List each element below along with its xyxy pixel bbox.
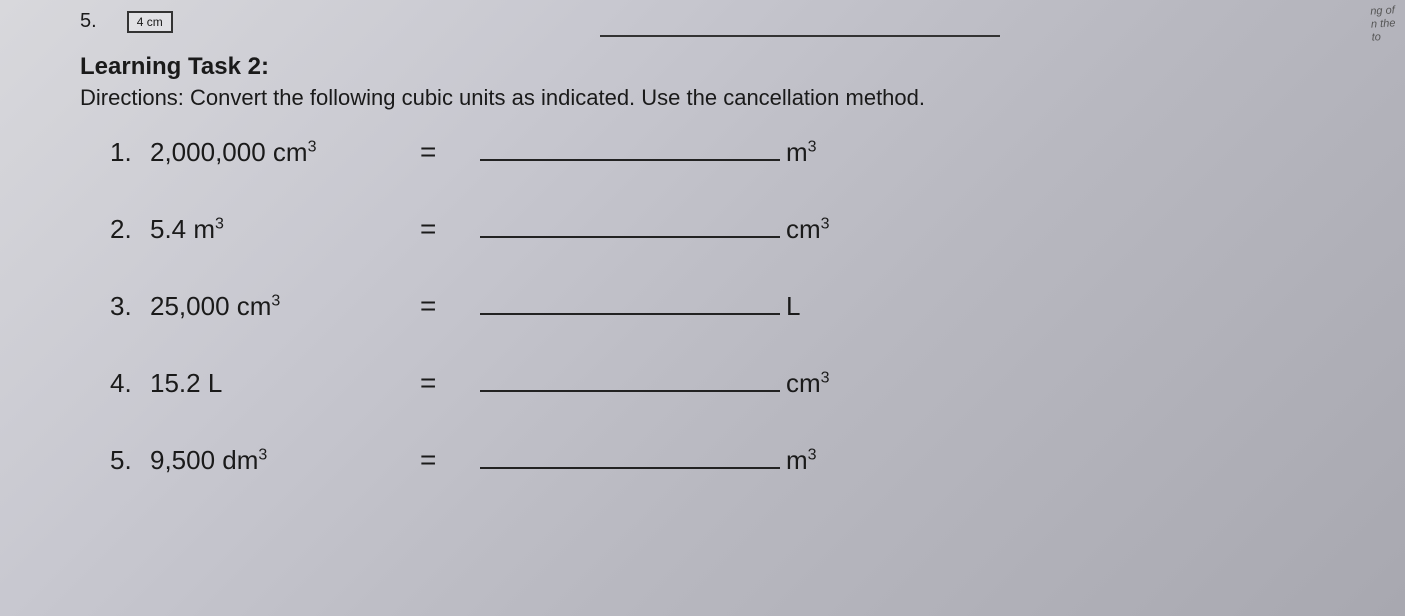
answer-blank[interactable] [480,445,780,469]
target-unit: cm3 [786,368,830,399]
task-title: Learning Task 2: [80,53,1365,81]
problem-value: 15.2 L [150,368,420,399]
problem-value: 2,000,000 cm3 [150,137,420,168]
problem-row: 2.5.4 m3= cm3 [110,213,1365,245]
problem-row: 1.2,000,000 cm3= m3 [110,136,1365,168]
answer-blank[interactable] [480,368,780,392]
answer-blank[interactable] [480,291,780,315]
target-unit: m3 [786,445,817,476]
problem-number: 1. [110,137,150,168]
measurement-box: 4 cm [127,11,173,33]
target-unit: L [786,291,800,322]
equals-sign: = [420,136,480,168]
target-unit: cm3 [786,214,830,245]
problem-value: 9,500 dm3 [150,445,420,476]
top-blank-line [600,35,1000,37]
problem-number: 2. [110,214,150,245]
problem-row: 4.15.2 L= cm3 [110,367,1365,399]
answer-blank[interactable] [480,214,780,238]
prev-item-number: 5. [80,10,97,33]
problem-list: 1.2,000,000 cm3=m32.5.4 m3=cm33.25,000 c… [110,136,1365,476]
problem-row: 3.25,000 cm3= L [110,290,1365,322]
problem-number: 4. [110,368,150,399]
problem-number: 3. [110,291,150,322]
target-unit: m3 [786,137,817,168]
problem-row: 5.9,500 dm3= m3 [110,444,1365,476]
task-directions: Directions: Convert the following cubic … [80,85,1365,111]
equals-sign: = [420,290,480,322]
problem-value: 25,000 cm3 [150,291,420,322]
answer-blank[interactable] [480,137,780,161]
equals-sign: = [420,367,480,399]
equals-sign: = [420,444,480,476]
equals-sign: = [420,213,480,245]
previous-item-5: 5. 4 cm [80,10,1365,33]
page-edge-scribble: ng ofn theto [1370,4,1397,45]
problem-number: 5. [110,445,150,476]
task-header: Learning Task 2: Directions: Convert the… [80,53,1365,111]
problem-value: 5.4 m3 [150,214,420,245]
